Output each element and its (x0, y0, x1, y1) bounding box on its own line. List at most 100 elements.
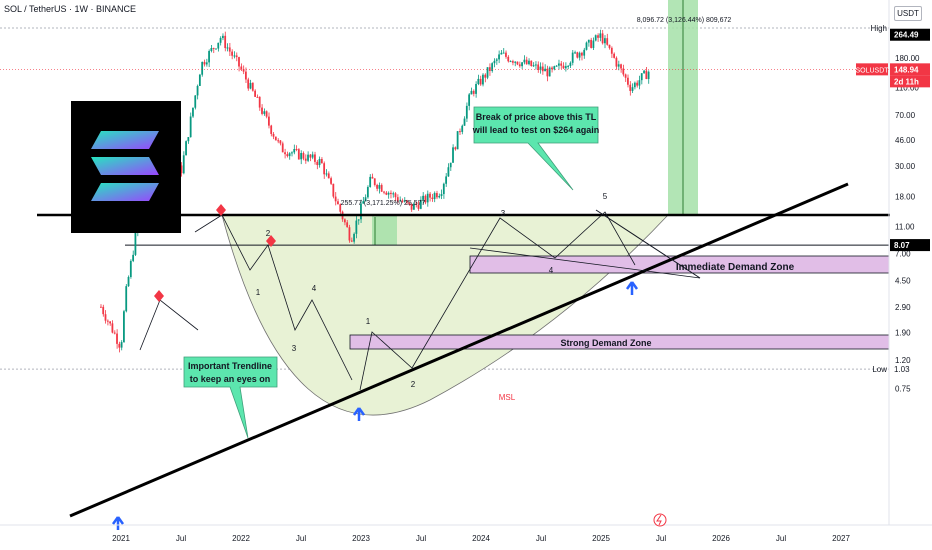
candle-body (475, 84, 477, 94)
candle-body (622, 68, 625, 75)
x-tick-label: 2024 (472, 534, 490, 543)
candle-body (383, 191, 385, 193)
candle-body (350, 240, 353, 242)
candle-body (182, 155, 185, 174)
blue-arrow-marker (625, 281, 639, 295)
candle-body (201, 61, 204, 75)
y-tick-label: 11.00 (895, 222, 915, 231)
candle-body (132, 254, 135, 261)
candle-body (479, 78, 482, 85)
y-tick-label: 18.00 (895, 193, 916, 202)
candle-body (104, 314, 107, 321)
x-tick-label: 2022 (232, 534, 250, 543)
candle-body (116, 333, 118, 344)
candle-body (615, 57, 618, 67)
candle-body (546, 68, 549, 77)
candle-body (613, 53, 616, 58)
candle-body (629, 84, 632, 91)
candle-body (477, 78, 480, 85)
candle-body (507, 56, 510, 62)
candle-body (585, 42, 588, 50)
x-tick-label: Jul (176, 534, 186, 543)
wave-path-2022 (194, 214, 353, 381)
candle-body (373, 178, 376, 185)
candle-body (548, 67, 551, 77)
candle-body (530, 60, 533, 67)
candle-body (129, 260, 132, 278)
candle-body (560, 63, 563, 66)
y-tick-label: 0.75 (895, 384, 911, 393)
candle-body (617, 64, 620, 67)
candle-body (468, 94, 471, 106)
candle-body (293, 149, 296, 153)
x-tick-label: Jul (776, 534, 786, 543)
candle-body (399, 200, 401, 202)
candle-body (525, 59, 528, 65)
candle-body (604, 38, 606, 44)
candle-body (120, 342, 123, 348)
y-tick-label: 30.00 (895, 162, 916, 171)
candle-body (339, 204, 342, 212)
candle-body (594, 35, 597, 41)
candle-body (286, 154, 289, 157)
candle-body (452, 147, 454, 163)
candle-body (403, 200, 406, 202)
candle-body (109, 321, 112, 324)
candle-body (514, 61, 517, 63)
candle-body (456, 131, 459, 150)
candle-body (238, 57, 240, 67)
tradingview-event-icon (653, 513, 667, 527)
candle-body (606, 38, 609, 45)
candle-body (231, 51, 233, 56)
inner-trendline (469, 247, 701, 279)
currency-unit-button[interactable]: USDT (894, 6, 922, 21)
event-icon-ring (653, 513, 667, 527)
candle-body (495, 59, 498, 61)
candle-body (592, 40, 595, 48)
candle-body (311, 154, 314, 158)
candle-body (633, 82, 636, 88)
candle-body (551, 67, 553, 70)
candle-body (583, 49, 586, 56)
candle-body (636, 82, 639, 86)
candle-body (454, 147, 457, 150)
candle-body (123, 311, 125, 343)
y-tick-label: 46.00 (895, 136, 916, 145)
candle-body (263, 111, 266, 114)
candle-body (638, 80, 641, 86)
measure-cup-bar (372, 215, 397, 246)
wave-label: 2 (266, 229, 271, 238)
candle-body (134, 232, 137, 255)
y-tick-label: 180.00 (895, 54, 920, 63)
candle-body (647, 71, 650, 80)
callout-trendline (183, 356, 278, 439)
candle-body (111, 323, 114, 333)
y-tick-label: 1.90 (895, 328, 911, 337)
candles-group (100, 29, 650, 353)
candle-body (578, 52, 581, 58)
candle-body (509, 61, 512, 63)
candle-body (447, 167, 450, 177)
candle-body (424, 195, 427, 203)
candle-body (185, 141, 187, 156)
x-tick-label: Jul (416, 534, 426, 543)
wave-label: 1 (256, 288, 261, 297)
candle-body (631, 87, 634, 91)
candle-body (541, 66, 544, 72)
candle-body (419, 199, 422, 209)
candle-body (518, 64, 521, 67)
candle-body (422, 195, 424, 200)
price-tag-label: 2d 11h (894, 77, 919, 86)
immediate-demand-label: Immediate Demand Zone (676, 262, 795, 273)
wave-label: 4 (312, 284, 317, 293)
symbol-tag: SOLUSDT (855, 67, 889, 74)
candle-body (330, 178, 332, 184)
candle-body (281, 143, 284, 153)
candle-body (235, 55, 238, 58)
candle-body (624, 74, 627, 78)
candle-body (217, 42, 220, 49)
symbol-tag-bg (856, 63, 888, 76)
candle-body (270, 125, 273, 134)
candle-body (484, 74, 487, 78)
